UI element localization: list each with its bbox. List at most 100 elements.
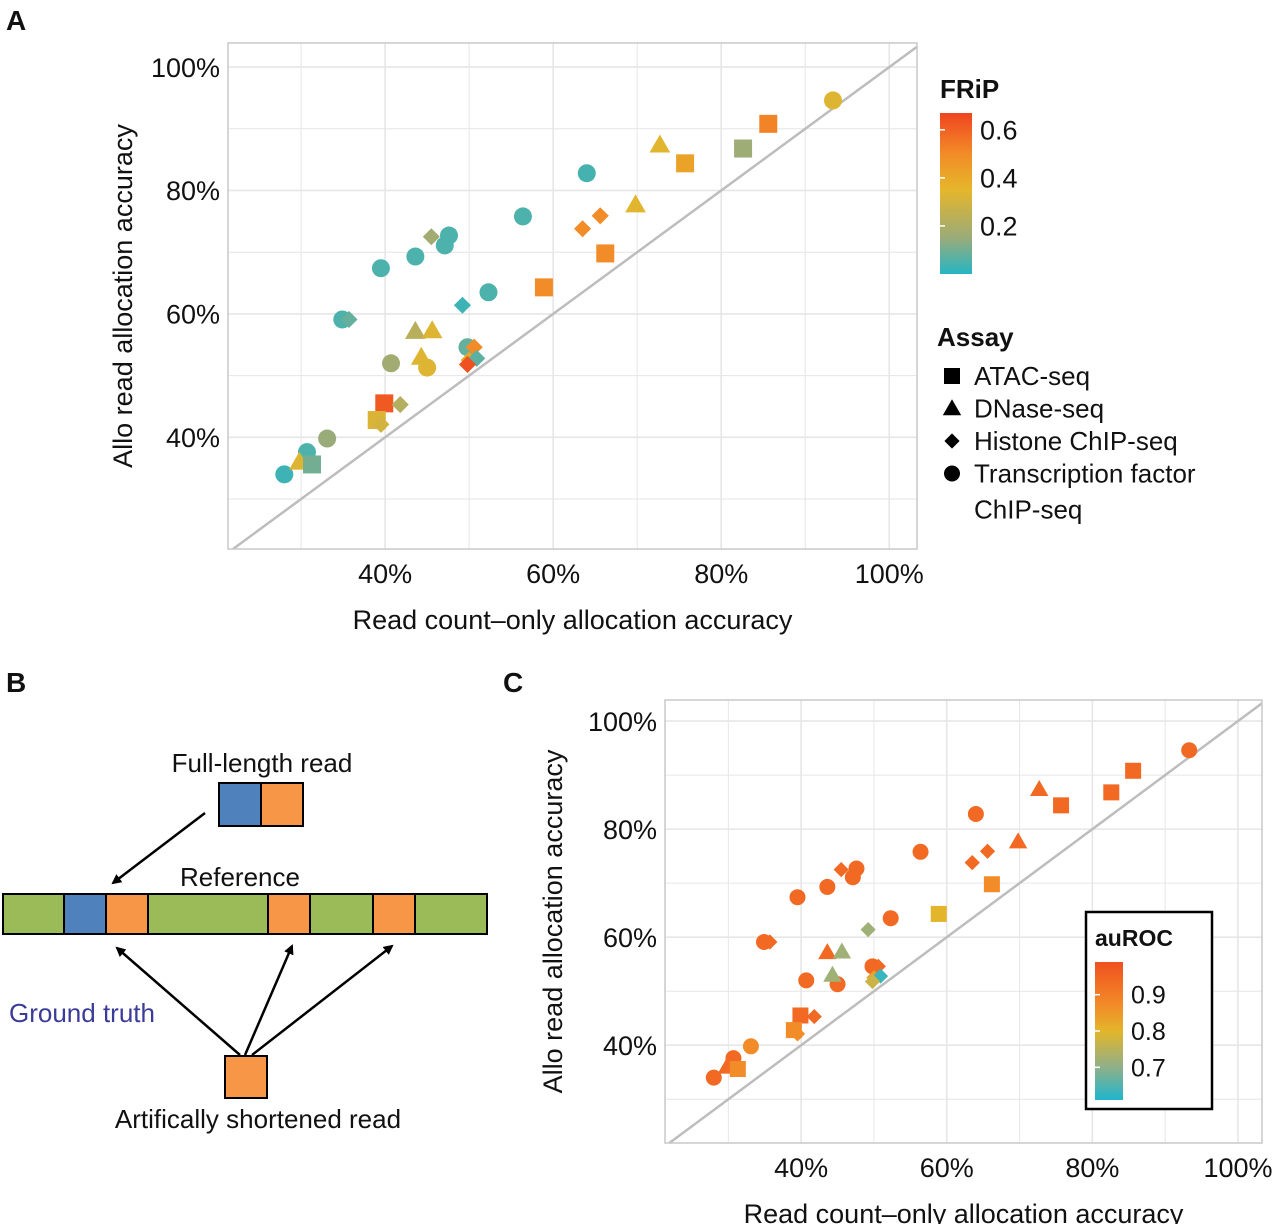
data-point-circle xyxy=(479,283,498,302)
reference-blue-segment xyxy=(63,893,107,935)
data-point-square xyxy=(759,114,778,133)
data-point-square xyxy=(792,1007,809,1024)
scatter-chart-a: 40% 40% 60% 60% 80% 80% 100% 100% Read count–onl… xyxy=(108,42,1196,635)
data-point-circle xyxy=(798,972,815,989)
colorbar-tick-label: 0.9 xyxy=(1131,982,1166,1010)
legend-label: ATAC-seq xyxy=(974,361,1090,391)
data-point-square xyxy=(1103,784,1120,801)
x-tick-label: 40% xyxy=(774,1153,828,1183)
data-point-square xyxy=(596,244,615,263)
legend-label: DNase-seq xyxy=(974,394,1104,424)
data-point-diamond xyxy=(422,228,440,246)
x-tick-label: 40% xyxy=(358,559,412,589)
panel-label-c: C xyxy=(503,667,523,698)
full-length-read-label: Full-length read xyxy=(172,748,353,778)
identity-line xyxy=(668,702,1263,1145)
legend-label: ChIP-seq xyxy=(974,495,1082,525)
y-axis-label: Allo read allocation accuracy xyxy=(108,124,138,468)
x-tick-label: 100% xyxy=(1203,1153,1272,1183)
data-point-diamond xyxy=(762,934,778,950)
data-point-circle xyxy=(513,207,532,226)
data-point-circle xyxy=(435,236,454,255)
data-point-diamond xyxy=(591,207,609,225)
shape-legend-title: Assay xyxy=(937,322,1014,352)
plot-border xyxy=(664,699,1263,1144)
panel-label-a: A xyxy=(6,5,26,36)
data-point-triangle xyxy=(405,320,426,339)
data-point-triangle xyxy=(1008,832,1028,849)
data-point-triangle xyxy=(832,942,852,959)
data-point-circle xyxy=(967,805,984,822)
data-point-diamond xyxy=(340,310,358,328)
panel-label-b: B xyxy=(6,667,26,698)
data-point-square xyxy=(303,455,322,474)
data-point-circle xyxy=(1181,742,1198,759)
data-point-square xyxy=(729,1060,746,1077)
y-axis-label: Allo read allocation accuracy xyxy=(538,749,568,1093)
read-allocation-diagram: Full-length read Reference Ground truth … xyxy=(2,748,488,1134)
data-point-diamond xyxy=(574,220,592,238)
data-point-circle xyxy=(275,465,294,484)
data-point-square xyxy=(734,139,753,158)
colorbar-tick-label: 0.7 xyxy=(1131,1054,1166,1082)
x-tick-label: 80% xyxy=(694,559,748,589)
data-point-diamond xyxy=(465,338,483,356)
y-tick-label: 80% xyxy=(603,815,657,845)
ground-truth-label: Ground truth xyxy=(9,998,155,1028)
legend-label: Transcription factor xyxy=(974,459,1196,489)
data-point-circle xyxy=(382,354,401,373)
data-point-circle xyxy=(823,91,842,110)
colorbar-tick-label: 0.4 xyxy=(980,164,1018,194)
reference-orange-segment-2 xyxy=(267,893,311,935)
colorbar xyxy=(940,113,972,274)
y-tick-label: 60% xyxy=(603,923,657,953)
x-tick-label: 60% xyxy=(920,1153,974,1183)
data-point-diamond xyxy=(789,1026,806,1042)
data-point-circle xyxy=(318,429,337,448)
data-point-diamond xyxy=(979,843,996,859)
x-axis-label: Read count–only allocation accuracy xyxy=(353,605,793,635)
legend-key-diamond xyxy=(944,433,960,449)
data-point-triangle xyxy=(823,965,842,982)
data-point-square xyxy=(1053,797,1070,814)
legend-key-circle xyxy=(944,465,960,482)
data-point-triangle xyxy=(649,134,671,153)
data-point-diamond xyxy=(860,922,876,938)
scatter-chart-c: 40% 40% 60% 60% 80% 80% 100% 100% Read count–onl… xyxy=(538,699,1273,1224)
arrow-full-read xyxy=(111,812,206,885)
y-tick-label: 40% xyxy=(603,1031,657,1061)
y-tick-label: 40% xyxy=(166,423,220,453)
colorbar-tick-label: 0.8 xyxy=(1131,1018,1166,1046)
data-point-circle xyxy=(742,1038,759,1055)
colorbar-tick-label: 0.2 xyxy=(980,212,1018,242)
data-point-circle xyxy=(705,1069,722,1086)
colorbar-title: auROC xyxy=(1095,925,1173,951)
data-point-triangle xyxy=(625,194,646,213)
shortened-read xyxy=(224,1055,268,1099)
data-point-diamond xyxy=(833,862,849,878)
reference-orange-segment-3 xyxy=(372,893,416,935)
y-tick-label: 100% xyxy=(151,53,220,83)
y-tick-label: 60% xyxy=(166,300,220,330)
data-point-triangle xyxy=(818,943,837,960)
plot-border xyxy=(227,42,918,550)
data-point-square xyxy=(534,278,553,297)
data-point-square xyxy=(930,905,947,922)
legend-key-triangle xyxy=(942,399,962,416)
data-point-diamond xyxy=(964,855,980,871)
full-read-orange-segment xyxy=(260,782,304,827)
reference-label: Reference xyxy=(180,862,300,892)
data-point-circle xyxy=(406,247,425,266)
data-point-square xyxy=(1125,762,1142,779)
data-point-diamond xyxy=(372,415,390,433)
legend-label: Histone ChIP-seq xyxy=(974,426,1178,456)
data-point-circle xyxy=(819,878,836,895)
x-tick-label: 100% xyxy=(855,559,924,589)
y-tick-label: 100% xyxy=(588,707,657,737)
full-read-blue-segment xyxy=(218,782,262,827)
data-point-diamond xyxy=(864,973,881,990)
data-point-square xyxy=(375,394,394,413)
data-point-circle xyxy=(789,889,806,906)
data-point-circle xyxy=(844,869,861,886)
